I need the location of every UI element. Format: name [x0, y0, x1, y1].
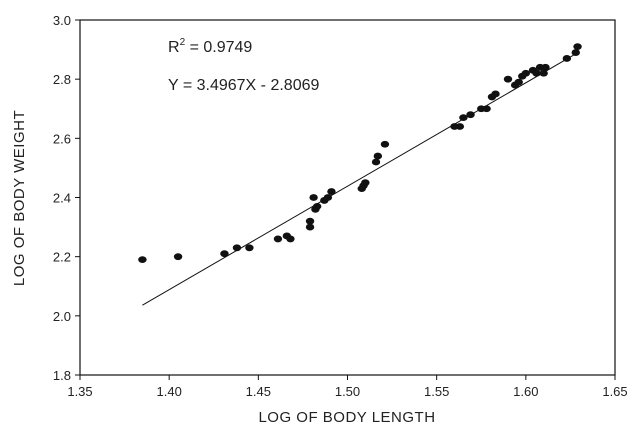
x-tick-label: 1.60	[513, 384, 538, 399]
data-point	[521, 69, 531, 77]
data-point	[503, 75, 513, 83]
data-point	[273, 235, 283, 243]
x-tick-label: 1.55	[424, 384, 449, 399]
data-point	[455, 123, 465, 130]
y-tick-label: 2.6	[53, 131, 71, 146]
data-point	[482, 105, 491, 113]
data-point	[562, 55, 572, 62]
data-points	[138, 43, 582, 264]
y-tick-label: 2.8	[53, 72, 71, 87]
data-point	[323, 194, 333, 201]
r-squared-superscript: 2	[180, 37, 186, 48]
trend-line	[142, 52, 578, 306]
y-tick-label: 1.8	[53, 368, 71, 383]
data-point	[232, 244, 242, 252]
y-tick-label: 3.0	[53, 13, 71, 28]
data-point	[173, 253, 183, 261]
data-point	[138, 256, 147, 264]
data-point	[305, 223, 315, 231]
y-tick-label: 2.0	[53, 309, 71, 324]
data-point	[514, 78, 523, 86]
x-tick-label: 1.65	[602, 384, 627, 399]
r-squared-symbol: R	[168, 39, 180, 56]
data-point	[491, 90, 500, 98]
x-tick-label: 1.45	[246, 384, 271, 399]
r-squared-annotation: R2 = 0.9749	[168, 37, 252, 56]
x-tick-label: 1.50	[335, 384, 360, 399]
data-point	[305, 217, 315, 225]
data-point	[220, 250, 229, 258]
x-axis-title: LOG OF BODY LENGTH	[258, 409, 435, 426]
data-point	[312, 202, 322, 210]
data-point	[466, 111, 475, 119]
data-point	[286, 235, 295, 243]
data-point	[371, 158, 381, 166]
data-point	[327, 188, 336, 195]
y-axis: 1.8 2.0 2.2 2.4 2.6 2.8 3.0	[53, 13, 80, 383]
data-point	[309, 194, 318, 201]
data-point	[539, 69, 548, 77]
r-squared-value: = 0.9749	[185, 39, 252, 56]
data-point	[532, 69, 541, 77]
data-point	[459, 114, 468, 122]
x-axis: 1.35 1.40 1.45 1.50 1.55 1.60 1.65	[67, 375, 628, 399]
data-point	[245, 244, 254, 252]
y-axis-title: LOG OF BODY WEIGHT	[11, 110, 28, 286]
y-tick-label: 2.2	[53, 250, 71, 265]
x-tick-label: 1.35	[67, 384, 92, 399]
data-point	[541, 63, 550, 71]
data-point	[573, 43, 582, 51]
equation-annotation: Y = 3.4967X - 2.8069	[168, 77, 319, 94]
data-point	[373, 152, 383, 160]
x-tick-label: 1.40	[157, 384, 182, 399]
y-tick-label: 2.4	[53, 191, 71, 206]
data-point	[571, 49, 580, 56]
data-point	[361, 179, 370, 187]
data-point	[380, 140, 390, 148]
